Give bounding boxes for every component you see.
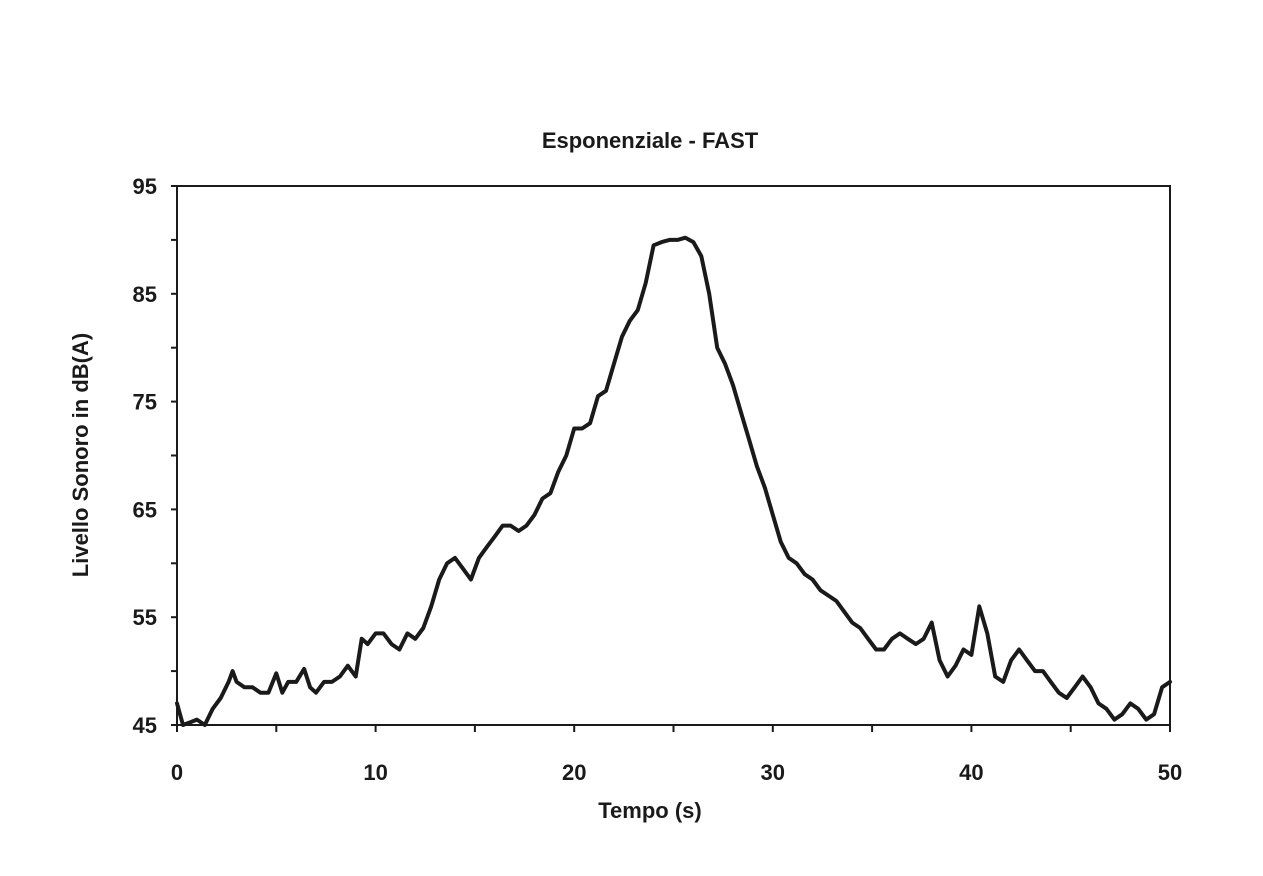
x-tick-label: 10 bbox=[363, 760, 387, 785]
x-axis: 0 10 20 30 40 50 bbox=[171, 725, 1182, 785]
x-tick-label: 40 bbox=[959, 760, 983, 785]
y-tick-label: 55 bbox=[133, 605, 157, 630]
x-tick-label: 20 bbox=[562, 760, 586, 785]
y-tick-label: 95 bbox=[133, 174, 157, 199]
x-tick-label: 50 bbox=[1158, 760, 1182, 785]
plot-frame bbox=[176, 185, 1171, 726]
y-tick-label: 85 bbox=[133, 282, 157, 307]
y-axis: 45 55 65 75 85 95 bbox=[133, 174, 177, 738]
chart-title: Esponenziale - FAST bbox=[542, 128, 759, 153]
plot-border bbox=[176, 185, 1171, 726]
y-tick-label: 65 bbox=[133, 497, 157, 522]
x-axis-title: Tempo (s) bbox=[598, 798, 701, 823]
y-tick-label: 75 bbox=[133, 390, 157, 415]
x-tick-label: 0 bbox=[171, 760, 183, 785]
y-axis-title: Livello Sonoro in dB(A) bbox=[68, 333, 93, 577]
series-layer bbox=[175, 235, 1172, 727]
y-tick-label: 45 bbox=[133, 713, 157, 738]
series-line bbox=[175, 235, 1172, 727]
x-tick-label: 30 bbox=[761, 760, 785, 785]
